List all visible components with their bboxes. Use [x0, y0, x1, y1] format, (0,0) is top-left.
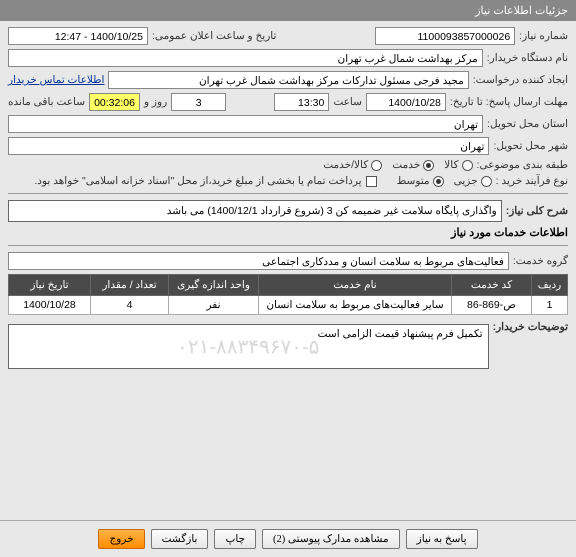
service-group-label: گروه خدمت: [513, 255, 568, 267]
deadline-label: مهلت ارسال پاسخ: تا تاریخ: [450, 96, 568, 108]
general-desc-field: واگذاری پایگاه سلامت غیر ضمیمه کن 3 (شرو… [8, 200, 502, 222]
attachments-button[interactable]: مشاهده مدارک پیوستی (2) [262, 529, 400, 549]
deadline-date-field: 1400/10/28 [366, 93, 446, 111]
radio-medium[interactable] [433, 176, 444, 187]
purchase-type-label: نوع فرآیند خرید : [496, 175, 568, 187]
exit-button[interactable]: خروج [98, 529, 144, 549]
province-label: استان محل تحویل: [487, 118, 568, 130]
creator-field: مجید فرجی مسئول تدارکات مرکز بهداشت شمال… [108, 71, 468, 89]
reply-button[interactable]: پاسخ به نیاز [406, 529, 478, 549]
province-field: تهران [8, 115, 483, 133]
deadline-time-field: 13:30 [274, 93, 329, 111]
goods-label: کالا [444, 159, 458, 171]
publish-dt-label: تاریخ و ساعت اعلان عمومی: [152, 30, 276, 42]
medium-label: متوسط [397, 175, 430, 187]
general-desc-label: شرح کلی نیاز: [506, 205, 568, 217]
days-label: روز و [144, 96, 167, 108]
cell-code: ص-869-86 [452, 296, 532, 315]
need-no-label: شماره نیاز: [519, 30, 568, 42]
buyer-org-field: مرکز بهداشت شمال غرب تهران [8, 49, 483, 67]
purchase-radios: جزیی متوسط [397, 175, 492, 187]
service-group-field: فعالیت‌های مربوط به سلامت انسان و مددکار… [8, 252, 509, 270]
radio-goods[interactable] [462, 160, 473, 171]
creator-label: ایجاد کننده درخواست: [473, 74, 568, 86]
cell-date: 1400/10/28 [9, 296, 91, 315]
col-code: کد خدمت [452, 275, 532, 296]
treasury-checkbox[interactable] [366, 176, 377, 187]
button-bar: پاسخ به نیاز مشاهده مدارک پیوستی (2) چاپ… [0, 520, 576, 557]
radio-minor[interactable] [481, 176, 492, 187]
need-no-field: 1100093857000026 [375, 27, 515, 45]
service-label: خدمت [392, 159, 420, 171]
buyer-org-label: نام دستگاه خریدار: [487, 52, 568, 64]
col-name: نام خدمت [259, 275, 452, 296]
category-label: طبقه بندی موضوعی: [477, 159, 568, 171]
radio-service[interactable] [423, 160, 434, 171]
col-row: ردیف [532, 275, 568, 296]
buyer-notes-label: توضیحات خریدار: [493, 321, 568, 333]
payment-note: پرداخت تمام یا بخشی از مبلغ خرید،از محل … [34, 175, 361, 187]
back-button[interactable]: بازگشت [151, 529, 209, 549]
content-area: شماره نیاز: 1100093857000026 تاریخ و ساع… [0, 21, 576, 514]
cell-qty: 4 [91, 296, 169, 315]
cell-name: سایر فعالیت‌های مربوط به سلامت انسان [259, 296, 452, 315]
divider-2 [8, 245, 568, 246]
divider-1 [8, 193, 568, 194]
service-info-title: اطلاعات خدمات مورد نیاز [8, 226, 568, 239]
goods-service-label: کالا/خدمت [323, 159, 368, 171]
buyer-notes-field: تکمیل فرم پیشنهاد قیمت الزامی است ۰۲۱-۸۸… [8, 324, 489, 369]
city-field: تهران [8, 137, 489, 155]
minor-label: جزیی [454, 175, 478, 187]
table-header-row: ردیف کد خدمت نام خدمت واحد اندازه گیری ت… [9, 275, 568, 296]
cell-row: 1 [532, 296, 568, 315]
radio-goods-service[interactable] [371, 160, 382, 171]
services-table: ردیف کد خدمت نام خدمت واحد اندازه گیری ت… [8, 274, 568, 315]
city-label: شهر محل تحویل: [493, 140, 568, 152]
print-button[interactable]: چاپ [214, 529, 256, 549]
time-label: ساعت [333, 96, 362, 108]
category-radios: کالا خدمت کالا/خدمت [323, 159, 472, 171]
remaining-days-field: 3 [171, 93, 226, 111]
remaining-time-field: 00:32:06 [89, 93, 140, 111]
buyer-notes-text: تکمیل فرم پیشنهاد قیمت الزامی است [9, 325, 488, 343]
contact-link[interactable]: اطلاعات تماس خریدار [8, 74, 104, 86]
publish-dt-field: 1400/10/25 - 12:47 [8, 27, 148, 45]
col-unit: واحد اندازه گیری [169, 275, 259, 296]
window: جزئیات اطلاعات نیاز شماره نیاز: 11000938… [0, 0, 576, 557]
table-row[interactable]: 1 ص-869-86 سایر فعالیت‌های مربوط به سلام… [9, 296, 568, 315]
cell-unit: نفر [169, 296, 259, 315]
col-date: تاریخ نیاز [9, 275, 91, 296]
col-qty: تعداد / مقدار [91, 275, 169, 296]
remaining-label: ساعت باقی مانده [8, 96, 85, 108]
window-title: جزئیات اطلاعات نیاز [0, 0, 576, 21]
